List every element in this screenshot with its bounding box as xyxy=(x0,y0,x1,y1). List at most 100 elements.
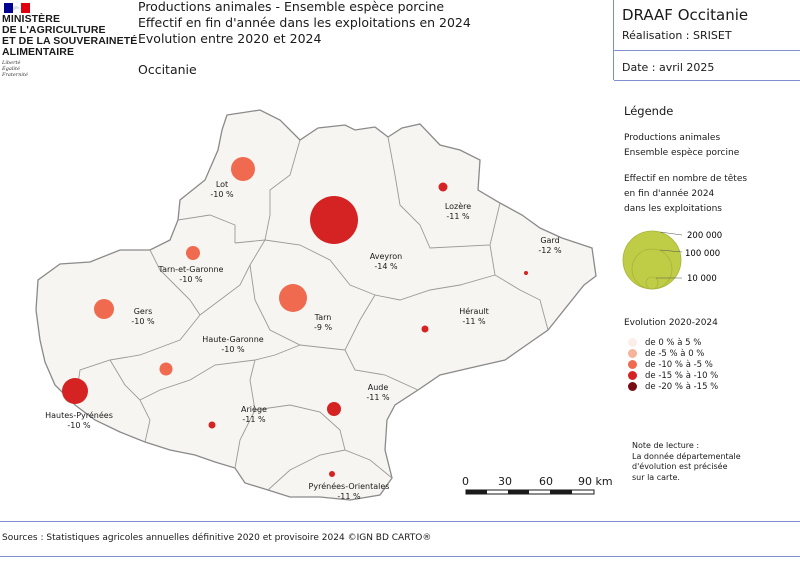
credits-box xyxy=(613,0,800,80)
border-tarn-et-garonne-haute-garonne xyxy=(199,239,266,316)
legend-theme: Productions animales Ensemble espèce por… xyxy=(624,131,739,161)
map-outline-group xyxy=(35,109,597,501)
legend-evolution-label: de -20 % à -15 % xyxy=(645,381,719,392)
legend-color-swatch xyxy=(628,349,637,358)
legend-color-swatch xyxy=(628,338,637,347)
symbol-haute-garonne xyxy=(159,362,173,376)
change-aveyron: -14 % xyxy=(374,262,398,271)
legend-theme-line-1: Productions animales xyxy=(624,133,721,143)
legend-evolution-title: Evolution 2020-2024 xyxy=(624,318,718,328)
footer-divider-bottom xyxy=(0,556,800,557)
change-tarn: -9 % xyxy=(314,323,333,332)
legend-size-title-line-1: Effectif en nombre de têtes xyxy=(624,174,748,184)
border-tarn-haute-garonne xyxy=(249,264,346,351)
border-lot-aveyron xyxy=(264,139,301,241)
symbol-ariege xyxy=(208,421,216,429)
change-gers: -10 % xyxy=(131,317,155,326)
change-hautes-pyrenees: -10 % xyxy=(67,421,91,430)
border-aude-pyrenees-orientales xyxy=(267,449,393,491)
region-label: Occitanie xyxy=(138,62,197,77)
change-gard: -12 % xyxy=(538,246,562,255)
scale-tick-0: 0 xyxy=(462,475,469,488)
footer-divider-top xyxy=(0,521,800,522)
change-ariege: -11 % xyxy=(242,415,266,424)
symbol-lot xyxy=(231,157,255,181)
change-lozere: -11 % xyxy=(446,212,470,221)
legend-size-title: Effectif en nombre de têtes en fin d'ann… xyxy=(624,172,747,217)
republic-motto: Liberté Égalité Fraternité xyxy=(2,60,28,78)
legend-evolution-label: de 0 % à 5 % xyxy=(645,337,702,348)
label-tarn: Tarn xyxy=(314,313,332,322)
label-gard: Gard xyxy=(540,236,559,245)
border-haute-garonne-aude xyxy=(139,344,301,401)
scale-segment-3 xyxy=(508,490,529,494)
scale-bar: 0 30 60 90 km xyxy=(462,475,613,495)
border-tarn-et-garonne-gers xyxy=(149,249,201,316)
label-gers: Gers xyxy=(134,307,153,316)
realisation-label: Réalisation : SRISET xyxy=(622,29,732,42)
change-haute-garonne: -10 % xyxy=(221,345,245,354)
label-lozere: Lozère xyxy=(445,201,471,211)
symbol-tarn xyxy=(279,284,307,312)
legend-size-title-line-2: en fin d'année 2024 xyxy=(624,189,715,199)
symbol-herault xyxy=(421,325,429,333)
legend-evolution-label: de -5 % à 0 % xyxy=(645,348,705,359)
symbol-tarn-et-garonne xyxy=(186,246,200,260)
label-tarn-et-garonne: Tarn-et-Garonne xyxy=(158,265,224,274)
label-ariege: Ariège xyxy=(241,404,267,414)
legend-evolution-class-2: de -5 % à 0 % xyxy=(628,348,718,359)
label-herault: Hérault xyxy=(459,306,489,316)
legend-size-title-line-3: dans les exploitations xyxy=(624,204,722,214)
border-gard-herault xyxy=(489,244,549,331)
legend-color-swatch xyxy=(628,382,637,391)
change-tarn-et-garonne: -10 % xyxy=(179,275,203,284)
symbol-gers xyxy=(94,299,114,319)
label-hautes-pyrenees: Hautes-Pyrénées xyxy=(45,410,113,420)
border-lot-tarn-et-garonne xyxy=(177,214,236,243)
change-pyrenees-orientales: -11 % xyxy=(337,492,361,501)
legend-evolution-class-3: de -10 % à -5 % xyxy=(628,359,718,370)
scale-tick-90: 90 km xyxy=(578,475,613,488)
legend-color-swatch xyxy=(628,360,637,369)
scale-segment-5 xyxy=(550,490,572,494)
border-ariege-aude xyxy=(254,404,346,451)
credits-bottom-divider xyxy=(614,80,800,81)
border-haute-garonne-hautes-pyrenees xyxy=(109,359,151,443)
label-pyrenees-orientales: Pyrénées-Orientales xyxy=(309,481,390,491)
legend-size-label-200000: 200 000 xyxy=(687,231,722,241)
change-lot: -10 % xyxy=(210,190,234,199)
symbol-gard xyxy=(524,271,528,275)
reading-note: Note de lecture : La donnée départementa… xyxy=(632,441,741,482)
change-herault: -11 % xyxy=(462,317,486,326)
map-title-line-1: Productions animales - Ensemble espèce p… xyxy=(138,0,445,14)
date-label: Date : avril 2025 xyxy=(622,61,715,74)
label-lot: Lot xyxy=(216,180,228,189)
region-outline xyxy=(35,109,597,501)
symbol-hautes-pyrenees xyxy=(62,378,88,404)
legend-size-label-100000: 100 000 xyxy=(685,249,720,259)
republic-flag-icon xyxy=(4,3,30,13)
department-labels: Lot-10 %Lozère-11 %Aveyron-14 %Gard-12 %… xyxy=(45,180,562,501)
sources-text: Sources : Statistiques agricoles annuell… xyxy=(2,533,432,543)
change-aude: -11 % xyxy=(366,393,390,402)
scale-tick-60: 60 xyxy=(539,475,553,488)
border-aveyron-tarn xyxy=(234,239,496,301)
symbol-aveyron xyxy=(310,196,358,244)
border-gers-haute-garonne xyxy=(74,314,201,406)
legend-size-symbols: 200 000 100 000 10 000 xyxy=(622,230,722,290)
legend-circle-10000 xyxy=(645,276,659,290)
border-tarn-herault xyxy=(344,294,419,391)
symbol-pyrenees-orientales xyxy=(329,471,335,477)
legend-theme-line-2: Ensemble espèce porcine xyxy=(624,148,740,158)
legend-size-label-10000: 10 000 xyxy=(687,274,717,284)
symbol-lozere xyxy=(438,182,448,192)
legend-evolution-list: de 0 % à 5 % de -5 % à 0 % de -10 % à -5 %… xyxy=(628,337,718,392)
legend-evolution-class-4: de -15 % à -10 % xyxy=(628,370,718,381)
legend-color-swatch xyxy=(628,371,637,380)
legend-circle-200000 xyxy=(622,230,682,290)
credits-divider xyxy=(614,50,800,51)
legend-evolution-class-1: de 0 % à 5 % xyxy=(628,337,718,348)
map-title-line-3: Evolution entre 2020 et 2024 xyxy=(138,31,322,46)
label-aude: Aude xyxy=(368,383,389,392)
